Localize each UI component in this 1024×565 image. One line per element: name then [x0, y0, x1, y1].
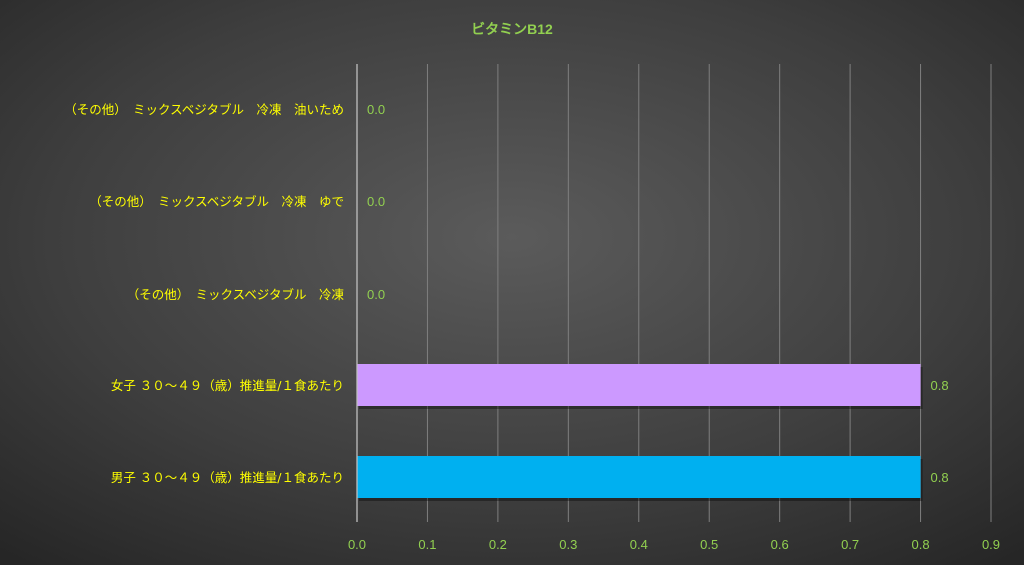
x-tick-label: 0.4 — [630, 537, 648, 552]
category-label: 女子 ３０～４９（歳）推進量/１食あたり — [111, 378, 344, 393]
x-tick-label: 0.5 — [700, 537, 718, 552]
data-label: 0.0 — [367, 102, 385, 117]
x-tick-label: 0.2 — [489, 537, 507, 552]
x-tick-label: 0.9 — [982, 537, 1000, 552]
data-label: 0.8 — [931, 470, 949, 485]
data-label: 0.8 — [931, 378, 949, 393]
category-label: （その他） ミックスベジタブル 冷凍 油いため — [64, 102, 344, 117]
x-tick-label: 0.6 — [771, 537, 789, 552]
chart-title: ビタミンB12 — [471, 21, 553, 37]
x-tick-label: 0.0 — [348, 537, 366, 552]
category-label: （その他） ミックスベジタブル 冷凍 ゆで — [89, 194, 344, 209]
bar — [357, 456, 921, 498]
x-tick-label: 0.7 — [841, 537, 859, 552]
x-tick-label: 0.1 — [418, 537, 436, 552]
data-label: 0.0 — [367, 194, 385, 209]
x-tick-label: 0.3 — [559, 537, 577, 552]
x-tick-label: 0.8 — [912, 537, 930, 552]
bar — [357, 364, 921, 406]
category-label: （その他） ミックスベジタブル 冷凍 — [127, 287, 345, 302]
category-label: 男子 ３０～４９（歳）推進量/１食あたり — [111, 470, 344, 485]
data-label: 0.0 — [367, 287, 385, 302]
